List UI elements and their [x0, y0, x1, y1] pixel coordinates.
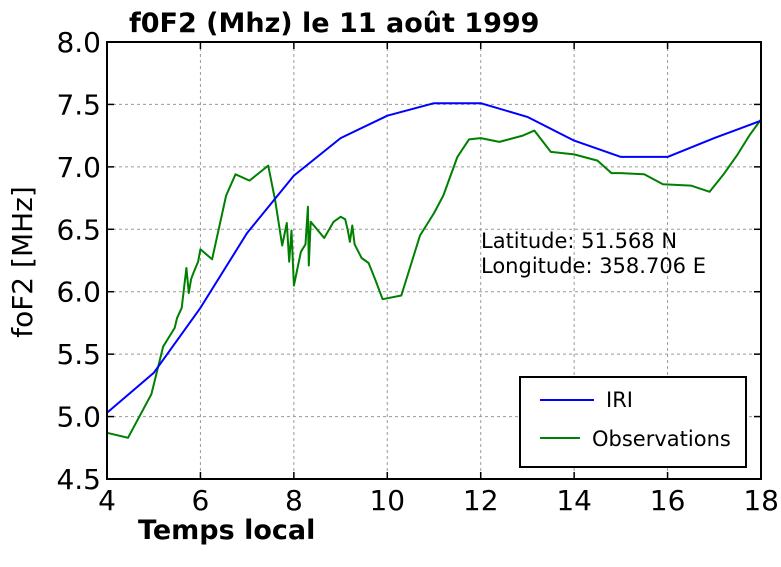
x-tick-label: 16 — [650, 484, 686, 517]
chart-title: f0F2 (Mhz) le 11 août 1999 — [129, 8, 539, 39]
latitude-annotation: Latitude: 51.568 N — [481, 229, 677, 253]
plot-frame — [106, 41, 762, 480]
x-axis-label: Temps local — [138, 515, 315, 546]
x-tick-label: 8 — [285, 484, 303, 517]
y-axis-ticks: 4.5 5.0 5.5 6.0 6.5 7.0 7.5 8.0 — [56, 26, 761, 496]
y-tick-label: 4.5 — [56, 463, 101, 496]
x-tick-label: 12 — [463, 484, 499, 517]
x-tick-label: 18 — [743, 484, 779, 517]
y-tick-label: 6.5 — [56, 213, 101, 246]
x-tick-label: 10 — [369, 484, 405, 517]
x-tick-label: 4 — [98, 484, 116, 517]
y-axis-label: foF2 [MHz] — [6, 186, 39, 338]
y-tick-label: 8.0 — [56, 26, 101, 59]
x-tick-label: 14 — [556, 484, 592, 517]
legend: IRI Observations — [519, 376, 747, 468]
grid — [107, 42, 761, 479]
y-tick-label: 6.0 — [56, 276, 101, 309]
y-tick-label: 7.5 — [56, 88, 101, 121]
legend-label-observations: Observations — [592, 427, 731, 451]
y-tick-label: 5.0 — [56, 401, 101, 434]
x-tick-label: 6 — [192, 484, 210, 517]
series-line-iri — [106, 102, 762, 414]
legend-box — [519, 376, 747, 468]
y-tick-label: 5.5 — [56, 338, 101, 371]
series-line-observations — [106, 118, 762, 439]
x-axis-ticks: 4 6 8 10 12 14 16 18 — [98, 42, 779, 517]
series-layer — [106, 102, 762, 439]
legend-label-iri: IRI — [606, 388, 633, 412]
longitude-annotation: Longitude: 358.706 E — [481, 254, 706, 278]
y-tick-label: 7.0 — [56, 151, 101, 184]
